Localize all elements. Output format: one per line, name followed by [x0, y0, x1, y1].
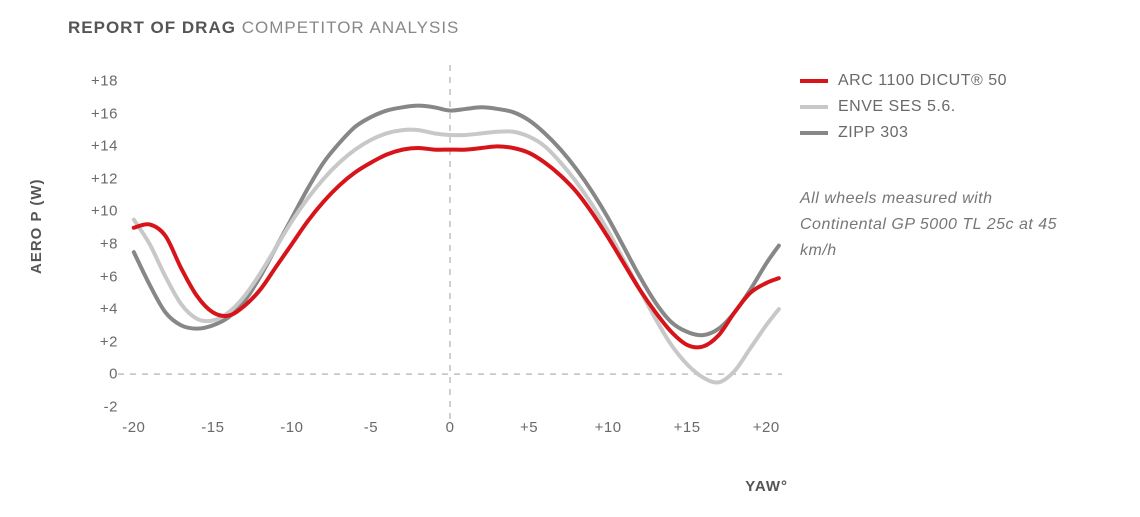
x-tick: +15	[674, 419, 701, 436]
legend-swatch	[800, 105, 828, 109]
legend: ARC 1100 DICUT® 50 ENVE SES 5.6. ZIPP 30…	[800, 68, 1007, 146]
legend-item-enve: ENVE SES 5.6.	[800, 94, 1007, 120]
x-tick: 0	[446, 419, 455, 436]
y-tick: -2	[58, 398, 118, 415]
y-tick: +14	[58, 138, 118, 155]
y-tick: +16	[58, 105, 118, 122]
legend-swatch	[800, 131, 828, 135]
title-bold: REPORT OF DRAG	[68, 18, 236, 37]
x-tick: -5	[364, 419, 378, 436]
y-tick: +4	[58, 301, 118, 318]
y-tick: +8	[58, 236, 118, 253]
y-tick: 0	[58, 366, 118, 383]
x-axis-label: YAW°	[745, 478, 788, 495]
legend-item-arc: ARC 1100 DICUT® 50	[800, 68, 1007, 94]
legend-label: ARC 1100 DICUT® 50	[838, 68, 1007, 94]
legend-item-zipp: ZIPP 303	[800, 120, 1007, 146]
x-tick: -10	[280, 419, 303, 436]
y-tick: +18	[58, 73, 118, 90]
chart-title: REPORT OF DRAG COMPETITOR ANALYSIS	[68, 18, 459, 38]
x-tick: -20	[122, 419, 145, 436]
chart-plot-area: -20+2+4+6+8+10+12+14+16+18 -20-15-10-50+…	[50, 55, 790, 475]
y-tick: +6	[58, 268, 118, 285]
x-tick: +5	[520, 419, 538, 436]
title-light: COMPETITOR ANALYSIS	[242, 18, 460, 37]
legend-label: ZIPP 303	[838, 120, 908, 146]
y-tick: +2	[58, 333, 118, 350]
x-tick: +10	[595, 419, 622, 436]
legend-swatch	[800, 79, 828, 83]
legend-label: ENVE SES 5.6.	[838, 94, 956, 120]
y-axis-label: AERO P (W)	[28, 178, 45, 274]
y-tick: +12	[58, 170, 118, 187]
chart-page: REPORT OF DRAG COMPETITOR ANALYSIS AERO …	[0, 0, 1140, 517]
series-zipp	[134, 106, 779, 336]
y-tick: +10	[58, 203, 118, 220]
chart-svg	[50, 55, 790, 475]
x-tick: -15	[201, 419, 224, 436]
x-tick: +20	[753, 419, 780, 436]
series-enve	[134, 130, 779, 383]
chart-footnote: All wheels measured with Continental GP …	[800, 186, 1060, 264]
